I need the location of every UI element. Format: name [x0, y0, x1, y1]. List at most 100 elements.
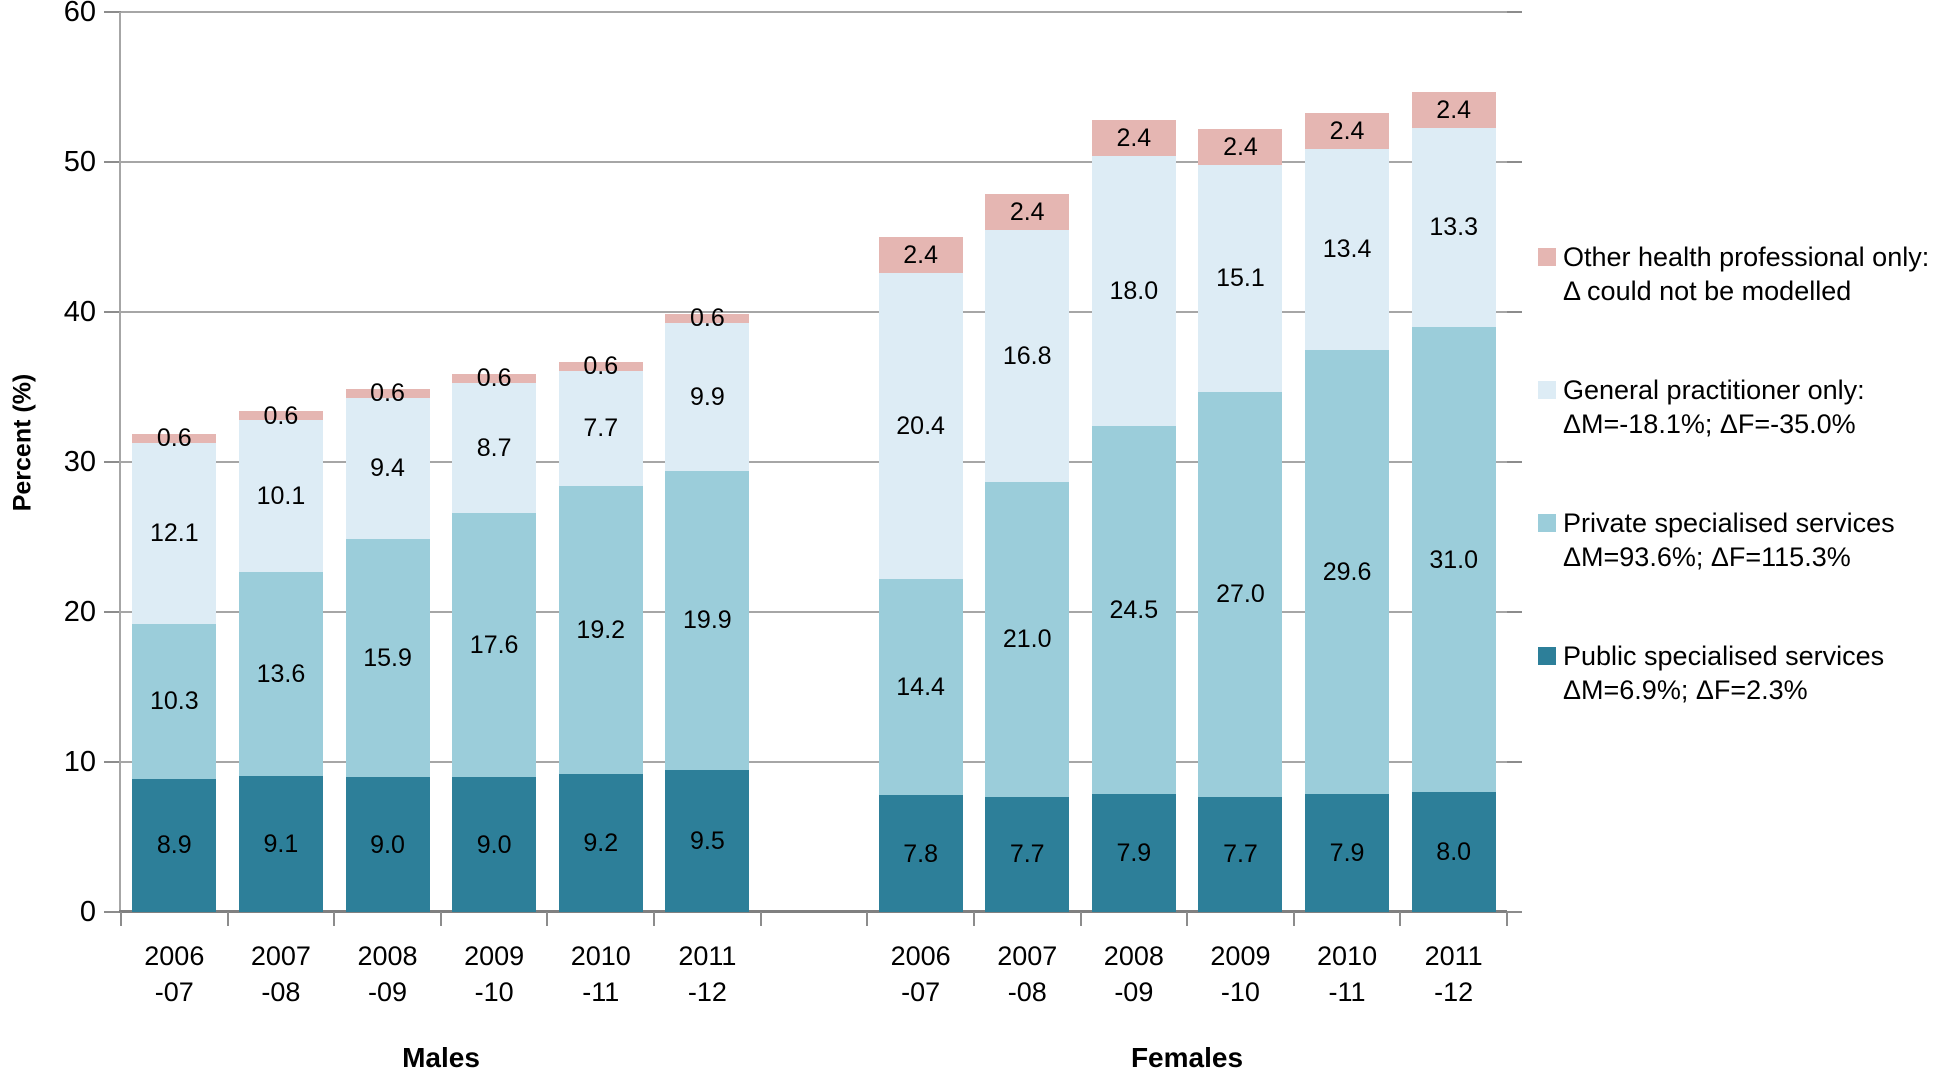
x-category-year: 2008 [357, 941, 418, 971]
value-label-males-0-0: 8.9 [156, 831, 192, 860]
legend-label: Other health professional only: Δ could n… [1563, 240, 1929, 308]
bar-segment-females-5-0 [1411, 792, 1496, 912]
y-tick-right-0 [1507, 911, 1522, 913]
x-category-year-suffix: -11 [582, 977, 620, 1007]
legend: Other health professional only: Δ could n… [1538, 0, 1938, 1081]
x-tick-9 [1079, 912, 1082, 926]
x-category-year: 2008 [1103, 941, 1164, 971]
y-tick-left-40 [104, 311, 121, 313]
value-label-females-2-3: 2.4 [1116, 124, 1152, 152]
legend-label-line2: ΔM=-18.1%; ΔF=-35.0% [1563, 409, 1856, 439]
x-category-year-suffix: -09 [368, 977, 408, 1007]
value-label-females-0-1: 14.4 [896, 673, 945, 701]
y-tick-label-0: 0 [79, 896, 96, 928]
bar-segment-males-1-3 [238, 411, 323, 420]
y-axis-line [119, 12, 121, 912]
y-tick-left-10 [104, 761, 121, 763]
x-tick-4 [546, 912, 549, 926]
bar-segment-females-0-3 [878, 237, 963, 273]
legend-item-1: General practitioner only: ΔM=-18.1%; ΔF=… [1538, 373, 1865, 441]
legend-swatch-icon [1538, 381, 1556, 399]
legend-label-line1: General practitioner only: [1563, 375, 1865, 405]
value-label-females-5-0: 8.0 [1436, 838, 1472, 866]
bar-segment-females-3-2 [1198, 165, 1283, 392]
x-category-year: 2006 [144, 941, 205, 971]
legend-label: Private specialised services ΔM=93.6%; ΔF… [1563, 506, 1895, 574]
y-tick-left-30 [104, 461, 121, 463]
y-tick-label-20: 20 [63, 596, 96, 628]
gridline-30 [121, 461, 1507, 463]
value-label-males-3-0: 9.0 [476, 830, 512, 859]
x-category-label-females-0: 2006 -07 [867, 938, 974, 1010]
value-label-males-4-3: 0.6 [583, 352, 619, 380]
value-label-females-4-1: 29.6 [1322, 557, 1372, 586]
value-label-females-4-3: 2.4 [1329, 116, 1365, 145]
y-tick-right-10 [1507, 761, 1522, 763]
bar-segment-females-2-3 [1091, 120, 1176, 156]
x-category-year: 2007 [250, 941, 311, 971]
bar-segment-females-4-2 [1305, 148, 1390, 350]
x-category-label-females-3: 2009 -10 [1187, 938, 1294, 1010]
value-label-females-3-2: 15.1 [1216, 264, 1265, 293]
group-label-males: Males [402, 1042, 480, 1073]
bar-segment-females-1-2 [985, 229, 1070, 482]
value-label-males-2-0: 9.0 [370, 830, 405, 859]
bar-segment-females-2-2 [1091, 156, 1176, 426]
x-category-year-suffix: -07 [901, 977, 941, 1007]
value-label-females-1-2: 16.8 [1002, 341, 1052, 370]
bar-segment-females-3-3 [1198, 129, 1283, 165]
x-category-label-males-2: 2008 -09 [334, 938, 441, 1010]
bar-segment-females-3-1 [1198, 391, 1283, 797]
value-label-females-3-3: 2.4 [1223, 133, 1258, 161]
legend-label: General practitioner only: ΔM=-18.1%; ΔF=… [1563, 373, 1865, 441]
y-tick-label-30: 30 [63, 446, 96, 478]
x-category-year: 2010 [1317, 941, 1378, 971]
legend-label-line1: Private specialised services [1563, 508, 1895, 538]
x-category-year-suffix: -08 [1007, 977, 1047, 1007]
y-tick-right-60 [1507, 11, 1522, 13]
x-tick-0 [120, 912, 122, 926]
x-tick-7 [866, 912, 869, 926]
gridline-40 [121, 311, 1507, 313]
x-tick-11 [1292, 912, 1295, 926]
bar-segment-males-5-1 [665, 471, 750, 770]
x-tick-13 [1506, 912, 1508, 926]
x-category-year: 2007 [997, 941, 1058, 971]
value-label-males-1-2: 10.1 [256, 481, 306, 510]
y-tick-label-40: 40 [63, 296, 96, 328]
y-tick-right-40 [1507, 311, 1522, 313]
legend-label-line2: ΔM=6.9%; ΔF=2.3% [1563, 675, 1808, 705]
value-label-females-1-3: 2.4 [1009, 197, 1045, 226]
value-label-males-1-1: 13.6 [256, 659, 306, 688]
y-tick-left-50 [104, 161, 121, 163]
legend-label: Public specialised services ΔM=6.9%; ΔF=2… [1563, 639, 1884, 707]
bar-segment-females-1-1 [985, 481, 1070, 797]
legend-label-line1: Other health professional only: [1563, 242, 1930, 272]
legend-label-line2: Δ could not be modelled [1563, 276, 1852, 306]
bar-segment-males-4-2 [558, 370, 643, 486]
bar-segment-females-4-1 [1305, 349, 1390, 794]
value-label-males-0-1: 10.3 [149, 687, 199, 716]
value-label-females-5-1: 31.0 [1429, 545, 1479, 574]
bar-segment-females-3-0 [1198, 796, 1283, 912]
group-label-females: Females [1130, 1042, 1244, 1073]
value-label-males-2-2: 9.4 [370, 454, 405, 482]
bar-segment-males-1-2 [238, 420, 323, 572]
x-tick-3 [439, 912, 442, 926]
value-label-females-3-1: 27.0 [1216, 580, 1265, 608]
bar-segment-females-4-3 [1305, 112, 1390, 149]
value-label-males-5-3: 0.6 [689, 304, 725, 332]
y-tick-label-50: 50 [63, 146, 96, 178]
value-label-males-1-0: 9.1 [263, 829, 299, 858]
x-axis-line [119, 910, 1507, 913]
y-tick-right-30 [1507, 461, 1522, 463]
x-category-year-suffix: -11 [1328, 977, 1366, 1007]
bar-segment-females-1-0 [985, 796, 1070, 912]
value-label-males-4-0: 9.2 [583, 829, 619, 857]
x-category-year-suffix: -12 [687, 977, 727, 1007]
bar-segment-males-3-3 [452, 373, 537, 383]
value-label-females-2-1: 24.5 [1109, 595, 1159, 624]
legend-swatch-icon [1538, 514, 1556, 532]
